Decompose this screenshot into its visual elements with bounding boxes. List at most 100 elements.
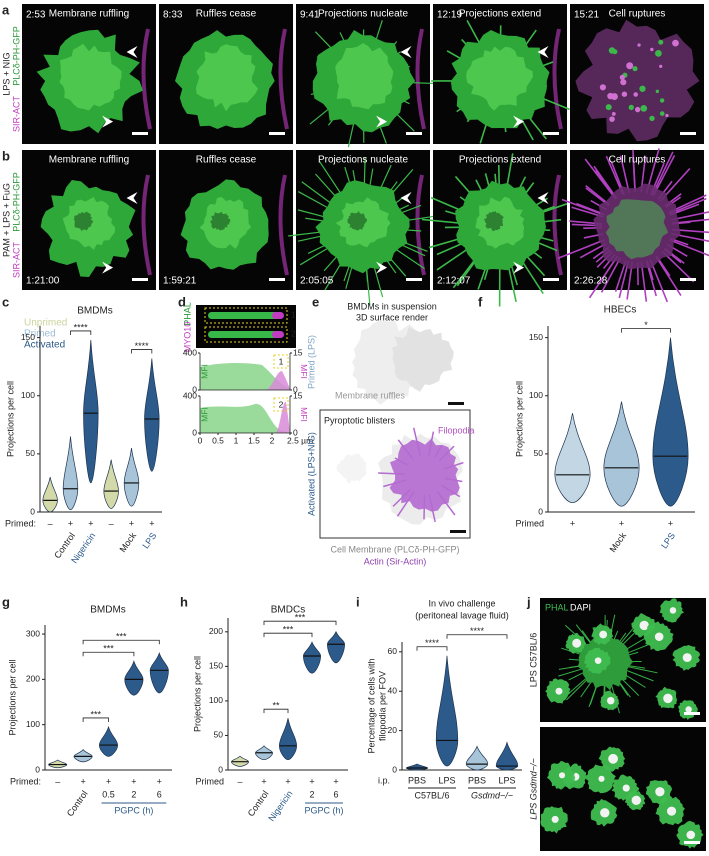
blister bbox=[336, 453, 367, 484]
scale-bar bbox=[269, 132, 285, 135]
primed-label: Primed: bbox=[10, 776, 41, 786]
group-label: C57BL/6 bbox=[414, 790, 449, 800]
panel-title: HBECs bbox=[604, 305, 637, 316]
puncta bbox=[640, 104, 648, 112]
frame-title: Membrane ruffling bbox=[49, 155, 129, 166]
panel-subtitle: (peritoneal lavage fluid) bbox=[415, 610, 509, 620]
primed-mark: + bbox=[668, 518, 673, 528]
violin bbox=[303, 641, 321, 674]
roi-box bbox=[204, 307, 288, 324]
panel-label: j bbox=[526, 594, 531, 609]
arrowhead bbox=[102, 261, 114, 274]
panel-label: e bbox=[312, 294, 319, 309]
axis-label: MFI bbox=[199, 407, 209, 422]
puncta bbox=[599, 84, 606, 91]
legend-entry: Cell Membrane (PLCδ-PH-GFP) bbox=[330, 544, 459, 554]
puncta bbox=[605, 104, 612, 111]
scale-bar bbox=[684, 841, 700, 844]
scale-bar bbox=[406, 132, 422, 135]
violin bbox=[435, 655, 459, 767]
y-tick-label: 20 bbox=[388, 725, 398, 735]
nucleus bbox=[667, 806, 677, 816]
violin bbox=[554, 413, 591, 504]
actin-signal bbox=[552, 174, 563, 276]
y-axis-label: filopodia per FOV bbox=[377, 671, 387, 741]
primed-mark: + bbox=[88, 518, 93, 528]
y-tick-label: 100 bbox=[21, 390, 35, 400]
significance-bracket bbox=[82, 639, 160, 645]
significance-bracket bbox=[263, 632, 313, 638]
projection bbox=[423, 494, 426, 520]
condition-label: LPS C57BL/6 bbox=[528, 633, 538, 688]
primed-mark: + bbox=[131, 776, 136, 786]
timestamp: 2:12:07 bbox=[437, 276, 471, 287]
panel-label: d bbox=[178, 294, 186, 309]
arrowhead bbox=[513, 261, 525, 274]
phal-profile bbox=[200, 363, 290, 390]
nucleus bbox=[572, 638, 582, 648]
axis-label: MFI bbox=[199, 364, 209, 379]
surface-render bbox=[391, 327, 454, 392]
filament bbox=[208, 312, 282, 319]
arrowhead bbox=[376, 115, 388, 128]
axis-label: MFI bbox=[299, 407, 309, 422]
panel-label: a bbox=[2, 2, 10, 17]
projection bbox=[392, 488, 412, 507]
nucleus bbox=[73, 211, 94, 232]
violin bbox=[124, 660, 144, 696]
puncta bbox=[621, 91, 628, 97]
significance-bracket bbox=[621, 328, 671, 333]
panel-subtitle: 3D surface render bbox=[356, 312, 428, 322]
primed-mark: + bbox=[309, 776, 314, 786]
stain-label: PHAL bbox=[182, 302, 192, 326]
timestamp: 12:19 bbox=[437, 10, 462, 21]
puncta bbox=[633, 92, 638, 97]
projection bbox=[655, 256, 682, 297]
projection bbox=[640, 261, 648, 302]
projection bbox=[434, 445, 443, 458]
scale-bar bbox=[680, 132, 696, 135]
x-tick-label: 2 bbox=[270, 435, 275, 445]
nucleus bbox=[655, 787, 665, 797]
projection bbox=[579, 242, 607, 259]
puncta bbox=[620, 79, 627, 86]
primed-mark: – bbox=[55, 776, 60, 786]
panel-label: h bbox=[180, 594, 188, 609]
primed-mark: + bbox=[129, 518, 134, 528]
condition-label: Primed (LPS) bbox=[306, 335, 316, 389]
y2-tick-label: 0 bbox=[293, 427, 298, 437]
nucleus bbox=[639, 620, 649, 631]
puncta bbox=[619, 74, 625, 80]
projection bbox=[383, 479, 406, 488]
primed-mark: + bbox=[261, 776, 266, 786]
panel-label: f bbox=[478, 294, 483, 309]
puncta bbox=[637, 43, 641, 47]
violin bbox=[495, 741, 519, 771]
plot-frame bbox=[199, 396, 291, 434]
primed-mark: + bbox=[80, 776, 85, 786]
cell-interior bbox=[335, 43, 394, 110]
violin bbox=[83, 339, 99, 484]
frame-title: Membrane ruffling bbox=[49, 9, 129, 20]
arrowhead bbox=[400, 46, 412, 58]
panel-title: BMDMs bbox=[90, 605, 126, 616]
y2-tick-label: 15 bbox=[293, 347, 303, 357]
violin bbox=[327, 630, 345, 664]
significance-bracket bbox=[82, 651, 135, 657]
projection bbox=[397, 439, 414, 460]
stain-label: SIR-ACT bbox=[11, 241, 21, 278]
primed-mark: + bbox=[68, 518, 73, 528]
panel-title: BMDCs bbox=[271, 605, 305, 616]
projection bbox=[444, 477, 463, 483]
timestamp: 15:21 bbox=[574, 10, 599, 21]
panel-label: i bbox=[356, 594, 360, 609]
arrowhead bbox=[376, 261, 388, 274]
significance-label: *** bbox=[295, 613, 306, 623]
significance-label: *** bbox=[116, 632, 127, 642]
category-label: Mock bbox=[608, 530, 629, 554]
primed-label: Primed: bbox=[5, 518, 36, 528]
roi-label: 1 bbox=[291, 309, 296, 319]
scale-bar bbox=[684, 712, 700, 715]
y-tick-label: 100 bbox=[209, 695, 223, 705]
actin-signal bbox=[141, 174, 152, 276]
